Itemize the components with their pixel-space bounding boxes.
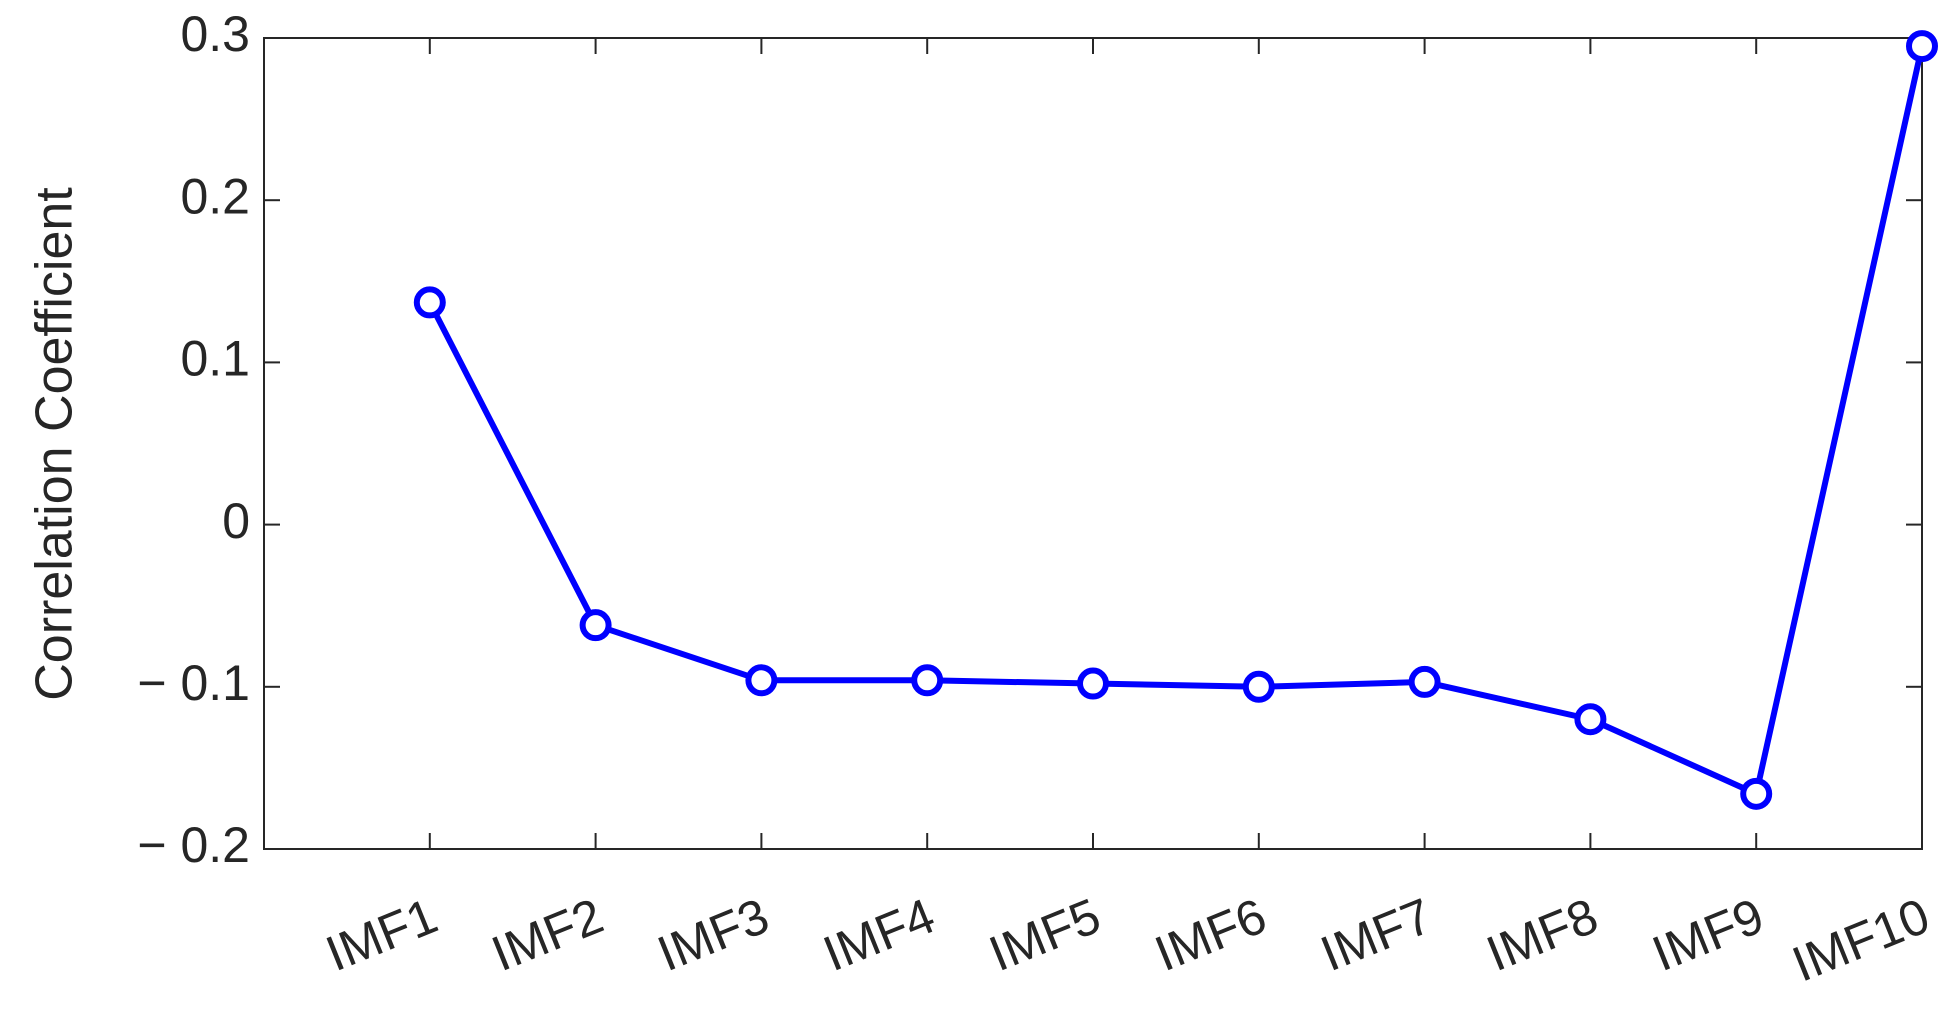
plot-frame [263,37,1923,850]
y-tick-label: 0.2 [180,168,250,224]
x-tick-label: IMF9 [1645,888,1772,983]
x-tick-label: IMF2 [484,888,611,983]
y-tick-label: − 0.1 [137,655,250,711]
data-point [745,664,778,697]
x-tick-label: IMF7 [1313,888,1440,983]
x-tick-label: IMF5 [981,888,1108,983]
data-point [1077,667,1109,700]
x-tick-label: IMF10 [1785,888,1937,993]
data-point [579,609,612,642]
data-line [427,45,1925,797]
data-point [1906,30,1938,63]
x-tick-label: IMF8 [1479,888,1606,983]
y-tick-label: − 0.2 [137,817,250,873]
y-tick-label: 0.3 [180,6,250,62]
data-point [1408,665,1441,698]
x-tick-label: IMF4 [816,888,943,983]
y-tick-label: 0.1 [180,331,250,387]
y-axis-label: Correlation Coefficient [26,187,84,701]
data-point [911,664,944,697]
data-point [1242,670,1275,703]
data-point [413,286,446,319]
data-point [1574,703,1607,736]
y-tick-label: 0 [222,493,250,549]
x-tick-label: IMF1 [318,888,445,983]
x-tick-label: IMF3 [650,888,777,983]
x-tick-label: IMF6 [1147,888,1274,983]
data-point [1740,777,1773,810]
